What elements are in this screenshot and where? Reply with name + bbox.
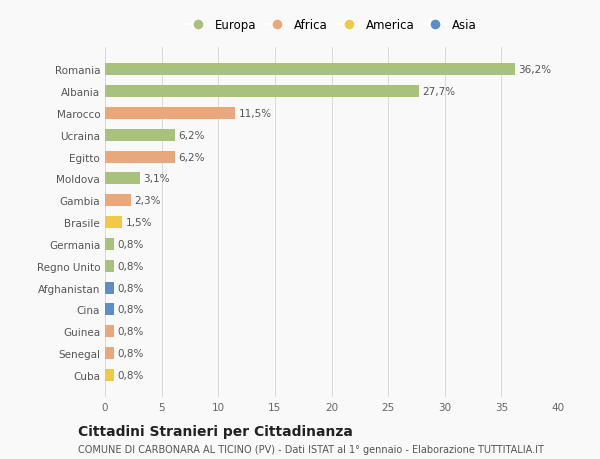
Text: 0,8%: 0,8% [118,327,144,336]
Bar [105,129,175,141]
Bar [105,151,175,163]
Bar [105,195,131,207]
Text: 6,2%: 6,2% [179,130,205,140]
Bar [105,238,114,251]
Text: 36,2%: 36,2% [518,65,551,75]
Bar [105,369,114,381]
Text: 11,5%: 11,5% [239,109,272,118]
Bar [105,282,114,294]
Text: 3,1%: 3,1% [143,174,170,184]
Bar [105,217,122,229]
Text: 0,8%: 0,8% [118,305,144,315]
Bar [105,108,235,120]
Bar [105,173,140,185]
Text: 2,3%: 2,3% [134,196,161,206]
Text: Cittadini Stranieri per Cittadinanza: Cittadini Stranieri per Cittadinanza [78,425,353,438]
Text: 0,8%: 0,8% [118,348,144,358]
Bar [105,347,114,359]
Legend: Europa, Africa, America, Asia: Europa, Africa, America, Asia [183,16,480,36]
Bar [105,260,114,272]
Text: COMUNE DI CARBONARA AL TICINO (PV) - Dati ISTAT al 1° gennaio - Elaborazione TUT: COMUNE DI CARBONARA AL TICINO (PV) - Dat… [78,444,544,454]
Text: 0,8%: 0,8% [118,370,144,380]
Bar [105,325,114,337]
Bar [105,304,114,316]
Text: 0,8%: 0,8% [118,261,144,271]
Text: 0,8%: 0,8% [118,240,144,249]
Text: 27,7%: 27,7% [422,87,455,97]
Bar [105,64,515,76]
Bar [105,86,419,98]
Text: 6,2%: 6,2% [179,152,205,162]
Text: 1,5%: 1,5% [125,218,152,228]
Text: 0,8%: 0,8% [118,283,144,293]
